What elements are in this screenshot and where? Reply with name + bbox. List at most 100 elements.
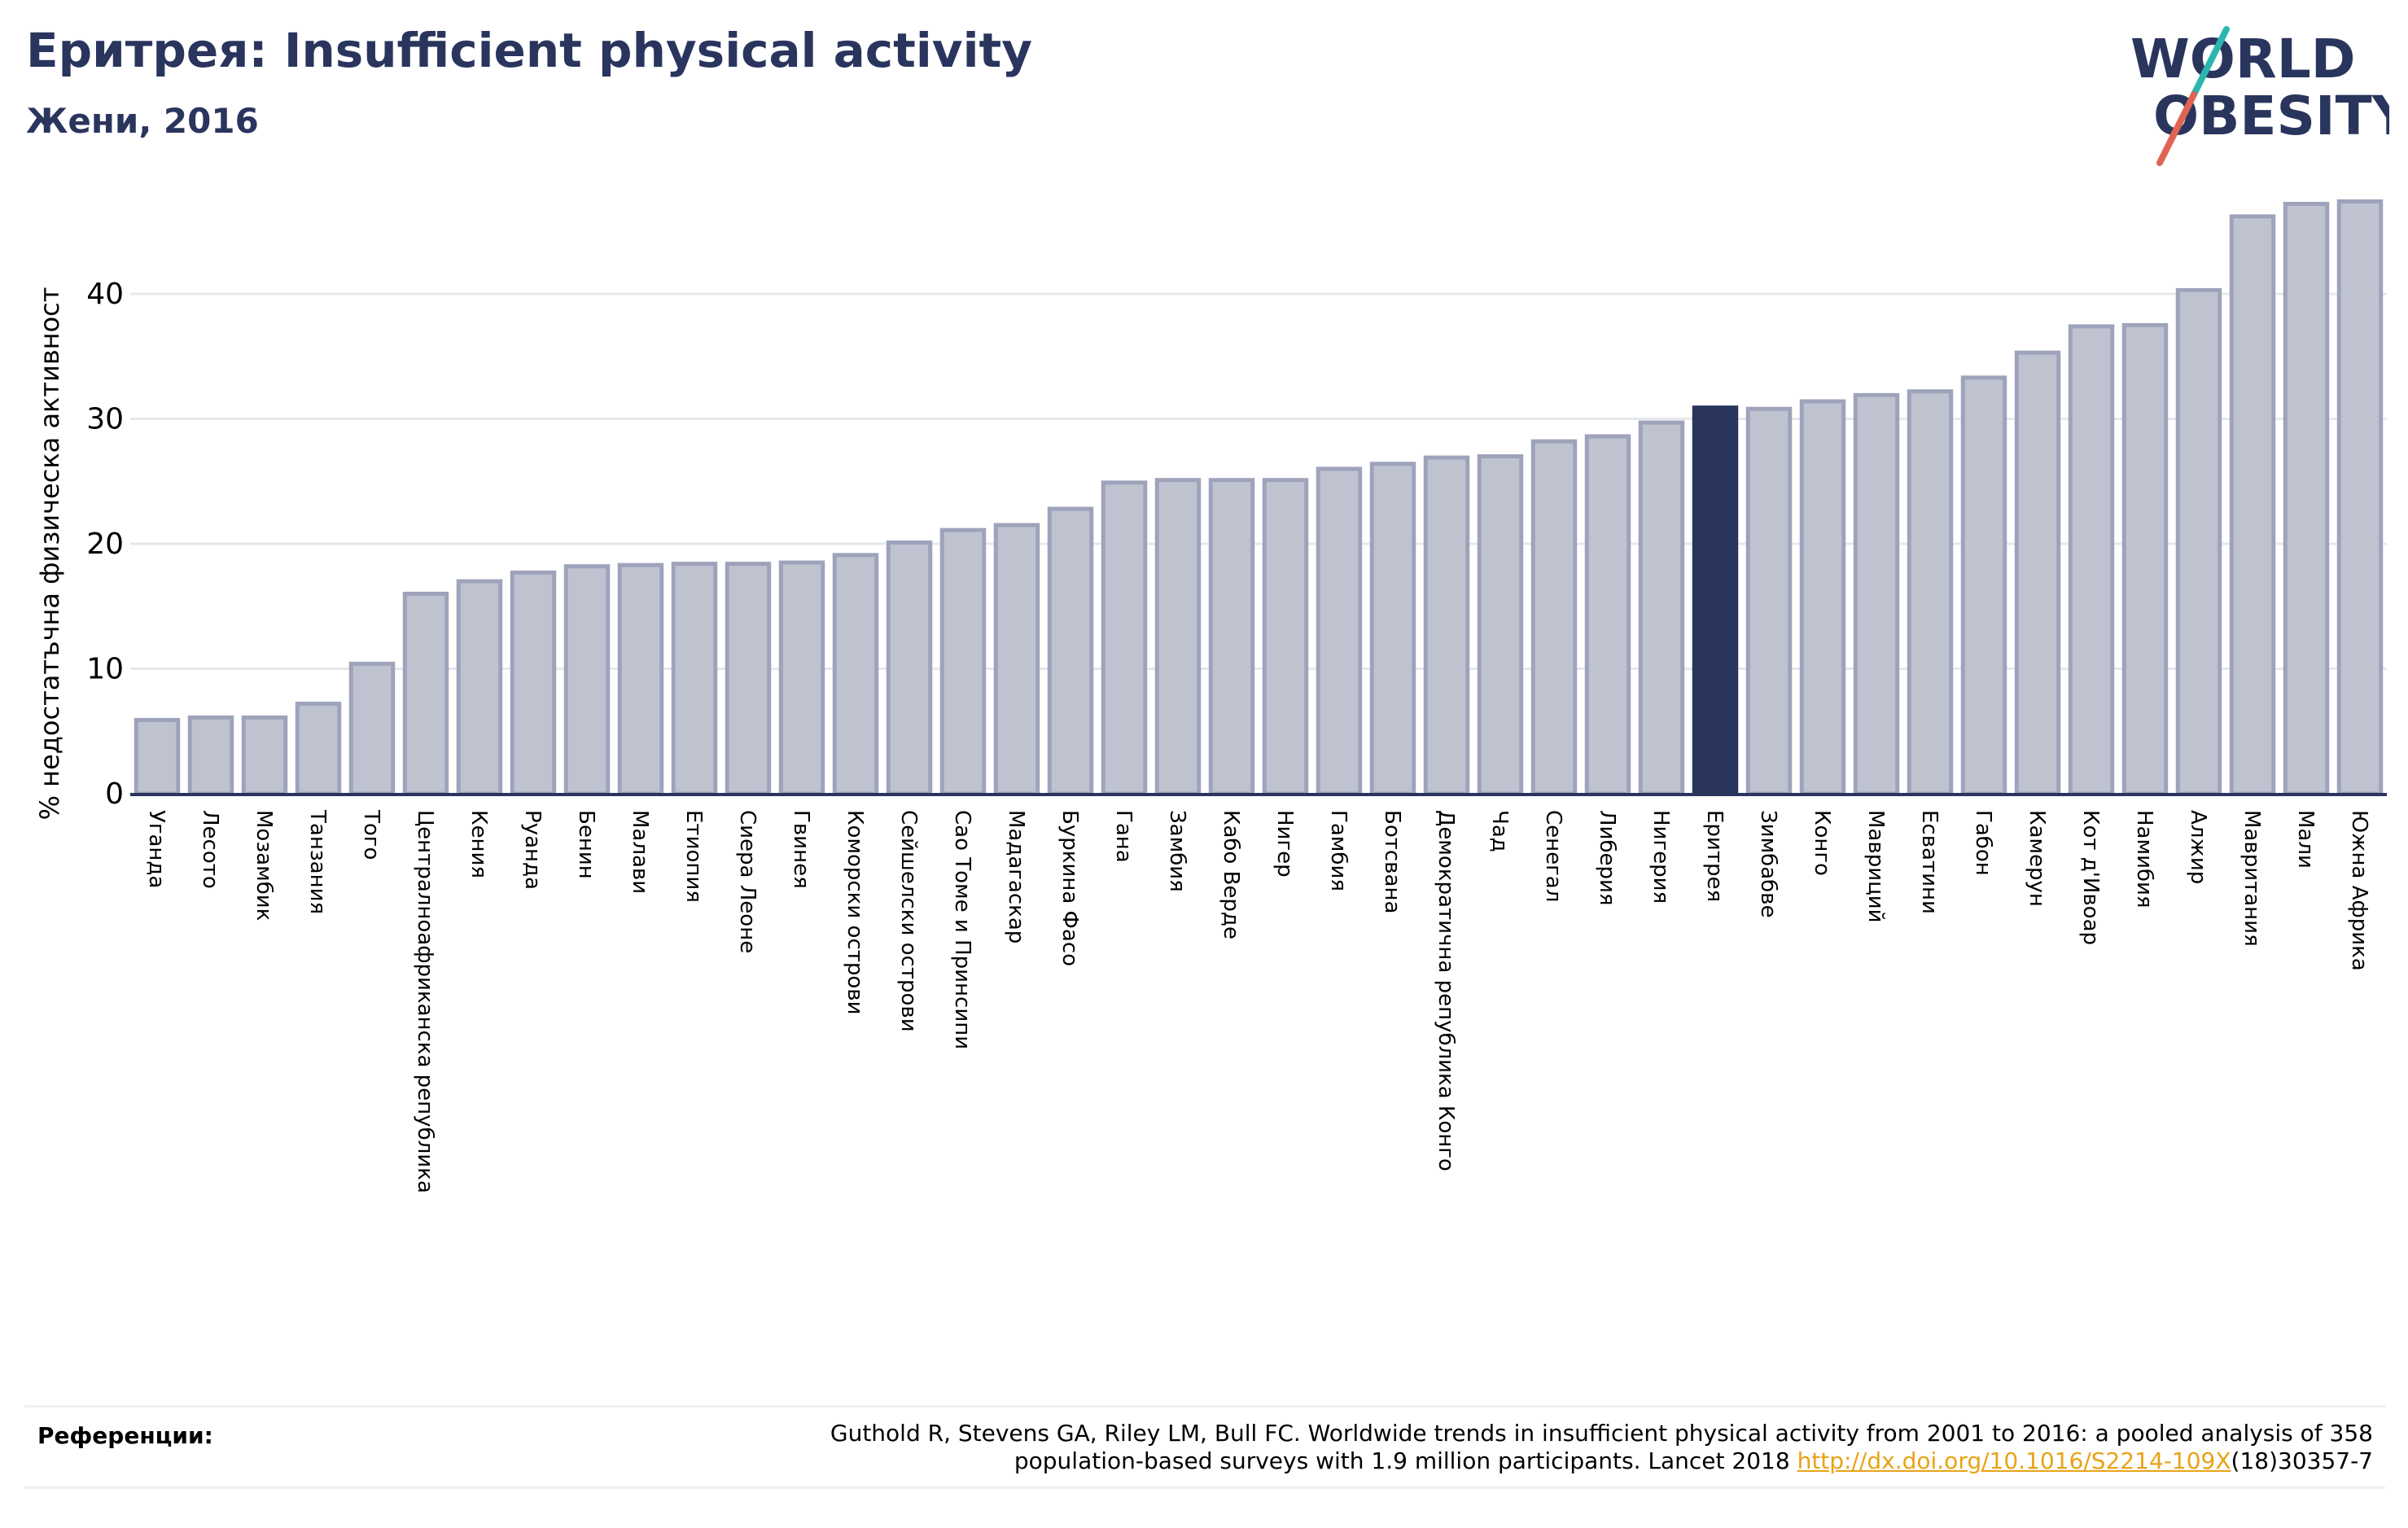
x-tick-label: Демократична република Конго (1434, 810, 1458, 1171)
x-tick-label: Южна Африка (2347, 810, 2371, 971)
x-tick-label: Бенин (574, 810, 598, 879)
bar (134, 717, 181, 796)
x-tick-label: Кения (466, 810, 491, 878)
bar (348, 661, 396, 796)
x-tick-label: Гамбия (1326, 810, 1351, 891)
bar (1047, 506, 1094, 796)
bar (1477, 454, 1524, 796)
grid-layer (130, 292, 2387, 670)
bar (1208, 478, 1255, 796)
bar (1530, 439, 1578, 796)
bar (832, 553, 879, 796)
references-line-2-text: population-based surveys with 1.9 millio… (1014, 1447, 1797, 1474)
x-tick-label: Есватини (1917, 810, 1942, 914)
y-tick-label: 0 (105, 777, 124, 811)
bar (1960, 375, 2007, 796)
bar (563, 564, 611, 796)
x-tick-label: Габон (1971, 810, 1995, 876)
references-top-rule (24, 1405, 2385, 1408)
bar (456, 579, 503, 796)
x-tick-label: Нигер (1272, 810, 1297, 878)
x-tick-label: Намибия (2132, 810, 2156, 908)
x-tick-label: Гвинея (789, 810, 813, 889)
bar (2229, 214, 2276, 796)
bar (402, 591, 449, 796)
x-tick-label: Замбия (1165, 810, 1189, 892)
bar (1369, 462, 1416, 796)
references-line-1: Guthold R, Stevens GA, Riley LM, Bull FC… (830, 1420, 2373, 1447)
bar (1584, 434, 1631, 796)
bar (1154, 478, 1202, 796)
x-labels-layer: Уганда Лесото Мозамбик Танзания Того Централн… (144, 809, 2371, 1193)
x-tick-label: Мадагаскар (1004, 810, 1028, 944)
x-tick-label: Мали (2293, 810, 2318, 869)
y-tick-label: 30 (86, 403, 124, 436)
bar (1262, 478, 1309, 796)
bar (617, 563, 664, 796)
y-tick-label: 20 (86, 528, 124, 561)
x-tick-label: Централноафриканска република (413, 810, 437, 1193)
axis-layer: 0 10 20 30 40 (86, 278, 2387, 811)
bar (1907, 389, 1954, 796)
bar (778, 560, 825, 796)
bar (187, 715, 234, 796)
references-text: Guthold R, Stevens GA, Riley LM, Bull FC… (745, 1420, 2373, 1475)
chart-subtitle: Жени, 2016 (26, 101, 259, 141)
x-tick-label: Мавритания (2239, 810, 2264, 947)
x-tick-label: Коморски острови (843, 810, 867, 1015)
bar (671, 562, 718, 796)
chart-title: Еритрея: Insufficient physical activity (26, 23, 1033, 78)
x-tick-label: Нигерия (1648, 810, 1673, 904)
bar (2336, 199, 2384, 796)
bar (1101, 480, 1148, 796)
references-doi-link[interactable]: http://dx.doi.org/10.1016/S2214-109X (1797, 1447, 2231, 1474)
world-obesity-logo: WORLD OBESITY (2130, 26, 2389, 166)
bar-chart: 0 10 20 30 40 Уганда Лесото Мозамбик Танзания То… (34, 199, 2387, 1193)
x-tick-label: Того (359, 809, 383, 860)
x-tick-label: Гана (1111, 810, 1136, 863)
bar (886, 540, 933, 796)
bar (2283, 201, 2330, 796)
logo-slash-teal (2191, 26, 2230, 98)
x-tick-label: Буркина Фасо (1057, 810, 1082, 966)
x-tick-label: Уганда (144, 810, 169, 888)
x-tick-label: Сао Томе и Принсипи (950, 810, 974, 1049)
x-tick-label: Танзания (305, 809, 330, 914)
x-tick-label: Камерун (2025, 810, 2049, 907)
x-tick-label: Лесото (198, 810, 222, 889)
x-tick-label: Чад (1487, 810, 1512, 852)
bar (2014, 350, 2061, 796)
x-tick-label: Кот д'Ивоар (2078, 810, 2103, 945)
x-tick-label: Сейшелски острови (896, 810, 921, 1032)
x-tick-label: Алжир (2186, 810, 2210, 884)
bar (295, 701, 342, 796)
x-tick-label: Кабо Верде (1219, 810, 1243, 939)
bar (725, 562, 772, 796)
bar-highlighted (1692, 405, 1739, 796)
x-tick-label: Зимбабве (1756, 810, 1780, 918)
y-tick-label: 10 (86, 653, 124, 686)
bar (1745, 406, 1793, 796)
x-tick-label: Малави (628, 810, 652, 894)
bar (510, 570, 557, 796)
bars-layer (134, 199, 2384, 796)
y-tick-label: 40 (86, 278, 124, 311)
x-tick-label: Конго (1810, 810, 1834, 876)
bar (2068, 324, 2115, 796)
x-tick-label: Сиера Леоне (735, 810, 760, 953)
references-label: Референции: (37, 1422, 213, 1449)
x-tick-label: Ботсвана (1380, 810, 1404, 913)
bar (2175, 287, 2222, 796)
bar (993, 523, 1040, 796)
x-tick-label: Либерия (1595, 810, 1619, 906)
references-line-2: population-based surveys with 1.9 millio… (745, 1447, 2373, 1475)
bar (2121, 322, 2169, 796)
bar (1799, 399, 1846, 796)
bar (1638, 420, 1685, 796)
references-line-2-suffix: (18)30357-7 (2231, 1447, 2373, 1474)
bar (241, 715, 288, 796)
bar (1853, 392, 1900, 796)
x-tick-label: Мавриций (1863, 810, 1888, 923)
bar (1316, 466, 1363, 796)
bar (939, 528, 987, 796)
